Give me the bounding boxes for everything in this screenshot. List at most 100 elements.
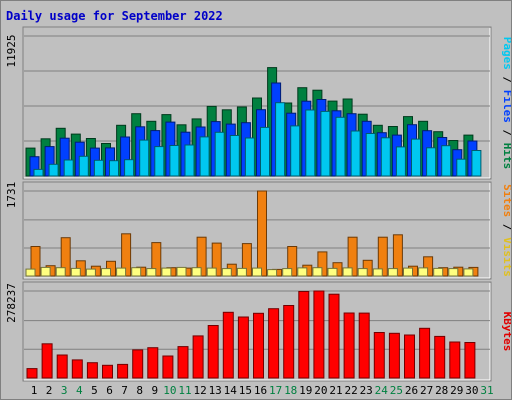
bar-pages: [320, 110, 331, 177]
bar-pages: [275, 102, 286, 177]
bar-kbytes: [177, 346, 189, 379]
day-label: 22: [344, 384, 357, 397]
bar-pages: [244, 137, 255, 177]
bar-pages: [335, 116, 346, 177]
bar-kbytes: [253, 312, 264, 379]
bar-kbytes: [132, 349, 144, 379]
bar-sites: [70, 267, 81, 277]
bar-sites: [146, 268, 157, 277]
bar-sites: [176, 266, 187, 277]
bar-pages: [154, 146, 165, 177]
bar-kbytes: [373, 332, 385, 379]
panel-visits: 1731 Sites / Visits: [5, 181, 511, 280]
bar-pages: [350, 130, 361, 177]
bar-sites: [357, 268, 368, 277]
bar-sites: [387, 268, 398, 277]
bar-kbytes: [207, 325, 219, 379]
day-label: 24: [375, 384, 389, 397]
bar-sites: [25, 268, 36, 277]
bar-kbytes: [162, 355, 174, 379]
bar-sites: [463, 268, 474, 277]
bar-sites: [221, 268, 232, 277]
bar-sites: [448, 268, 459, 277]
bar-pages: [214, 131, 225, 177]
bar-pages: [124, 159, 135, 177]
legend-entry: /: [501, 217, 511, 237]
bar-sites: [418, 267, 429, 277]
day-label: 18: [284, 384, 297, 397]
bar-sites: [372, 268, 383, 277]
day-label: 27: [420, 384, 433, 397]
bar-sites: [312, 267, 323, 277]
bar-sites: [433, 267, 444, 277]
legend-kbytes: KBytes: [501, 312, 511, 352]
bar-pages: [139, 139, 150, 177]
bar-pages: [395, 146, 406, 177]
bar-sites: [282, 268, 293, 277]
day-label: 29: [450, 384, 463, 397]
bar-kbytes: [434, 335, 446, 379]
bar-sites: [267, 269, 278, 277]
bar-kbytes: [41, 343, 53, 379]
bar-pages: [78, 155, 89, 177]
panel-traffic: 11925 Pages / Files / Hits: [5, 26, 511, 180]
bar-kbytes: [102, 364, 113, 379]
bar-sites: [403, 267, 413, 277]
bar-pages: [290, 125, 301, 177]
legend-entry: Sites: [501, 184, 511, 217]
day-label: 12: [193, 384, 206, 397]
bar-sites: [342, 267, 353, 277]
bar-sites: [101, 268, 111, 277]
bar-pages: [456, 158, 467, 177]
day-label: 8: [136, 384, 143, 397]
bar-kbytes: [343, 312, 355, 379]
bar-pages: [33, 168, 44, 177]
bar-sites: [297, 267, 308, 277]
bar-sites: [327, 267, 338, 277]
bar-pages: [260, 126, 270, 177]
day-label: 25: [390, 384, 403, 397]
bar-pages: [48, 163, 59, 177]
legend-traffic: Pages / Files / Hits: [501, 37, 511, 170]
bar-kbytes: [237, 316, 249, 379]
bar-kbytes: [86, 362, 98, 379]
day-label: 23: [360, 384, 373, 397]
bar-kbytes: [449, 341, 461, 379]
day-label: 1: [31, 384, 38, 397]
legend-entry: /: [501, 123, 511, 143]
legend-entry: KBytes: [501, 312, 511, 352]
max-value-label: 1731: [5, 182, 18, 209]
max-value-label: 278237: [5, 283, 18, 323]
day-label: 3: [61, 384, 68, 397]
bar-kbytes: [358, 312, 370, 379]
chart-title: Daily usage for September 2022: [6, 9, 223, 23]
day-label: 15: [239, 384, 252, 397]
day-label: 14: [224, 384, 238, 397]
legend-entry: Files: [501, 90, 511, 123]
legend-visits: Sites / Visits: [501, 184, 511, 277]
bar-pages: [380, 137, 391, 177]
chart-panels: 11925 Pages / Files / Hits 1731 Sites / Vis…: [5, 26, 511, 382]
bar-kbytes: [283, 305, 295, 379]
day-label: 26: [405, 384, 418, 397]
bar-pages: [63, 159, 74, 177]
bar-kbytes: [71, 359, 83, 379]
bar-kbytes: [117, 363, 129, 379]
legend-entry: /: [501, 70, 511, 90]
day-label: 2: [46, 384, 53, 397]
day-label: 11: [178, 384, 191, 397]
day-label: 28: [435, 384, 448, 397]
day-label: 9: [151, 384, 158, 397]
bar-kbytes: [313, 290, 325, 379]
series-pages: [33, 102, 482, 177]
bar-pages: [411, 138, 421, 177]
bar-pages: [441, 145, 452, 177]
series-kbytes: [26, 290, 476, 379]
bar-kbytes: [388, 332, 400, 379]
day-label: 6: [106, 384, 113, 397]
legend-entry: Pages: [501, 37, 511, 70]
bar-kbytes: [56, 354, 68, 379]
bar-pages: [184, 144, 195, 177]
